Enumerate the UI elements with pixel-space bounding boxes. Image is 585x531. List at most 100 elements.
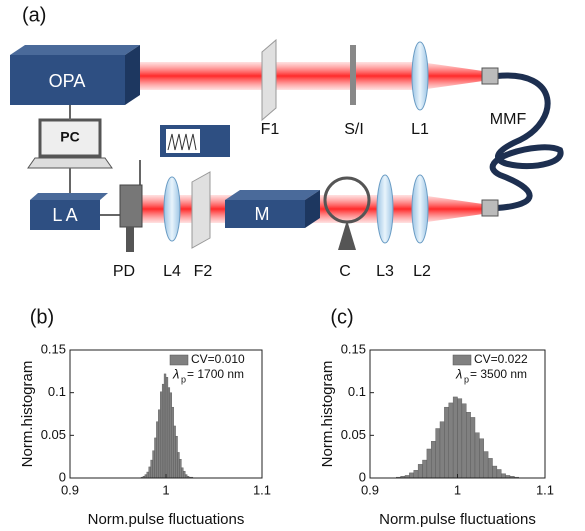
label-l3: L3: [376, 263, 394, 280]
x-tick-label: 1: [454, 482, 461, 497]
bar: [154, 437, 157, 479]
bar: [439, 421, 445, 479]
bar: [150, 459, 153, 479]
bar: [165, 377, 169, 479]
la-top: [30, 193, 108, 200]
bar: [479, 438, 484, 479]
y-tick-label: 0.1: [348, 384, 366, 399]
filter: [261, 38, 277, 122]
connector: [481, 199, 499, 217]
bar: [163, 373, 167, 479]
panel-label: (b): [30, 306, 54, 328]
laptop-base: [27, 157, 113, 169]
lens: [163, 176, 181, 242]
y-tick-label: 0.15: [41, 341, 66, 356]
bar: [487, 458, 493, 479]
legend-label: CV=0.010: [191, 352, 245, 366]
y-tick-label: 0.15: [341, 341, 366, 356]
lens: [411, 41, 429, 111]
y-tick-label: 0.05: [341, 427, 366, 442]
bar: [470, 417, 476, 479]
x-tick-label: 0.9: [361, 482, 379, 497]
bar: [422, 459, 428, 479]
scope-trace: [167, 133, 197, 151]
annotation-text: = 3500 nm: [470, 367, 527, 381]
annotation-subscript: p: [464, 374, 469, 384]
panel-label: (c): [330, 306, 353, 328]
bar: [435, 428, 441, 479]
bar: [169, 392, 172, 479]
m-top: [225, 190, 320, 200]
y-axis-label: Norm.histogram: [319, 361, 336, 468]
bar: [474, 432, 480, 479]
x-tick-label: 1: [162, 482, 169, 497]
bar: [152, 450, 155, 479]
bar: [175, 435, 178, 479]
fiber: [489, 72, 564, 211]
x-tick-label: 1.1: [253, 482, 271, 497]
lens: [411, 174, 429, 244]
la-box: [30, 200, 100, 230]
splitter: [350, 45, 356, 105]
connector: [481, 67, 499, 85]
bar: [483, 451, 489, 479]
bar: [183, 470, 186, 479]
legend-swatch: [452, 354, 472, 366]
opa-box: [10, 55, 125, 105]
bar: [466, 412, 471, 479]
bar: [167, 387, 171, 479]
scope-screen: [166, 129, 200, 153]
filter: [191, 171, 211, 249]
y-tick-label: 0.05: [41, 427, 66, 442]
bar: [496, 469, 502, 479]
opa-side: [125, 45, 140, 105]
bar: [448, 402, 454, 479]
label-opa: OPA: [49, 71, 86, 91]
bar: [426, 448, 432, 479]
legend-label: CV=0.022: [474, 352, 528, 366]
bar: [184, 474, 188, 479]
bar: [413, 470, 419, 479]
bar: [444, 406, 449, 479]
label-l4: L4: [163, 263, 181, 280]
bar: [177, 452, 180, 479]
bar: [417, 464, 423, 479]
opa-top: [10, 45, 140, 55]
bar: [144, 474, 148, 479]
bar: [452, 396, 458, 479]
x-tick-label: 1.1: [536, 482, 554, 497]
m-box: [225, 200, 305, 228]
panel-label: (a): [22, 4, 46, 26]
y-tick-label: 0.1: [48, 384, 66, 399]
bar: [492, 465, 498, 479]
label-mmf: MMF: [490, 111, 527, 128]
annotation-text: = 1700 nm: [187, 367, 244, 381]
x-axis-label: Norm.pulse fluctuations: [88, 511, 245, 528]
photodiode: [119, 184, 143, 228]
bar: [179, 459, 182, 479]
setup-diagram: (a) OPA PC L A M MMF F1 S/I L1 PD L4 F2 …: [10, 4, 564, 280]
label-c: C: [339, 263, 351, 280]
bar: [457, 398, 463, 479]
x-axis-label: Norm.pulse fluctuations: [379, 511, 536, 528]
label-f1: F1: [261, 121, 280, 138]
label-l2: L2: [413, 263, 431, 280]
lens: [376, 174, 394, 244]
label-m: M: [255, 204, 270, 224]
annotation-symbol: λ: [455, 366, 462, 381]
legend-swatch: [169, 354, 189, 366]
bar: [173, 425, 176, 479]
bar: [158, 409, 161, 479]
bar: [161, 383, 165, 479]
label-pc: PC: [60, 129, 79, 145]
bar: [409, 472, 414, 479]
bar: [501, 473, 506, 479]
bar: [181, 467, 184, 479]
y-tick-label: 0: [59, 469, 66, 484]
m-side: [305, 190, 320, 228]
label-la: L A: [52, 205, 77, 225]
label-l1: L1: [411, 121, 429, 138]
bar: [148, 466, 151, 479]
